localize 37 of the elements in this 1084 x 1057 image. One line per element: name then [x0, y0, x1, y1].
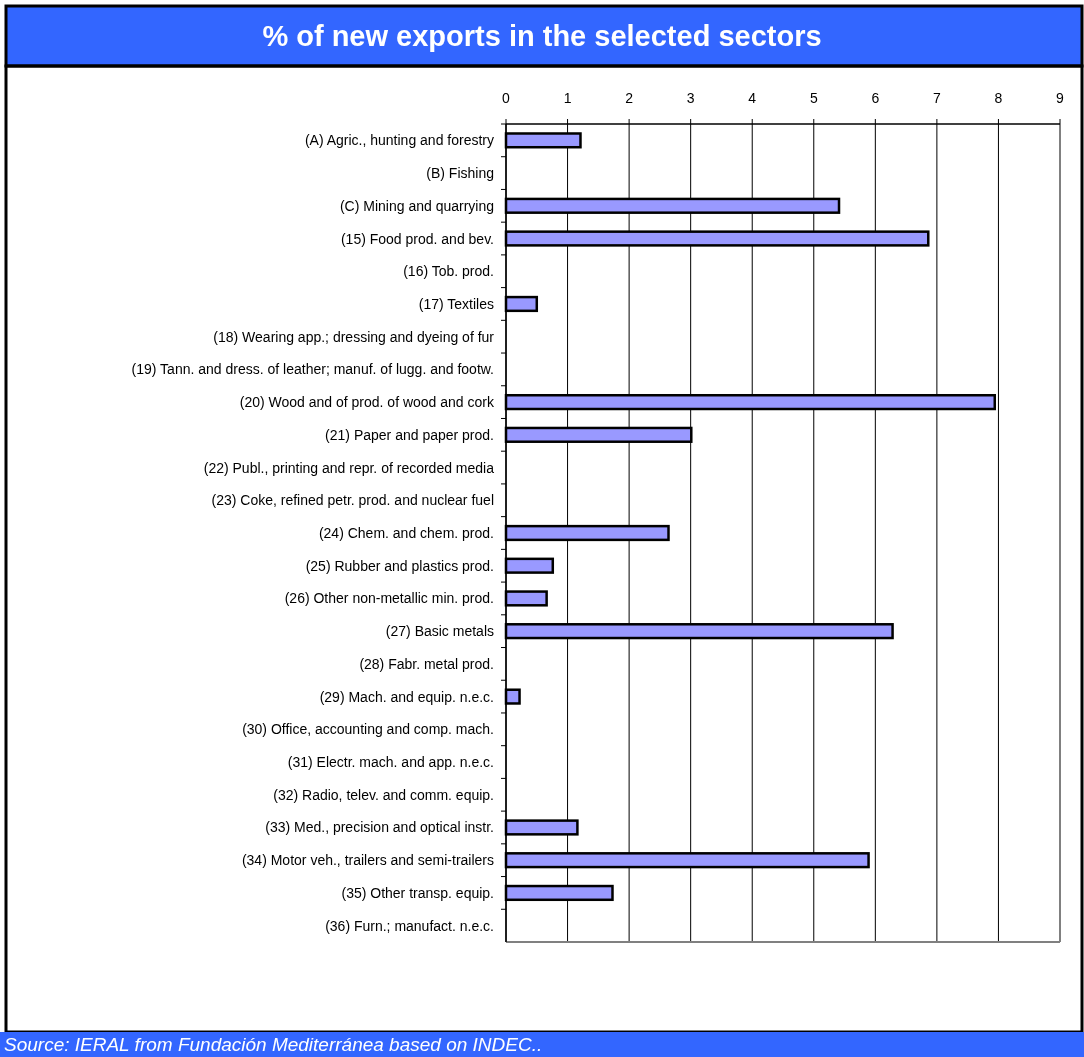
y-tick-label: (29) Mach. and equip. n.e.c.: [319, 688, 494, 705]
y-tick-label: (25) Rubber and plastics prod.: [305, 557, 494, 574]
y-tick-label: (32) Radio, telev. and comm. equip.: [273, 786, 494, 803]
y-tick-label: (26) Other non-metallic min. prod.: [284, 590, 494, 607]
y-tick-label: (23) Coke, refined petr. prod. and nuclear fuel: [211, 492, 494, 509]
y-tick-label: (24) Chem. and chem. prod.: [318, 525, 494, 541]
x-tick-label: 9: [1056, 90, 1065, 106]
chart-title: % of new exports in the selected sectors: [262, 20, 822, 52]
y-tick-label: (20) Wood and of prod. of wood and cork: [239, 394, 495, 411]
y-tick-label: (30) Office, accounting and comp. mach.: [242, 721, 494, 738]
y-tick-label: (17) Textiles: [418, 295, 494, 312]
y-tick-label: (33) Med., precision and optical instr.: [265, 819, 494, 836]
y-tick-label: (31) Electr. mach. and app. n.e.c.: [287, 754, 494, 771]
x-tick-label: 4: [748, 90, 757, 106]
y-tick-label: (27) Basic metals: [385, 623, 494, 640]
x-tick-label: 6: [871, 90, 880, 106]
x-tick-label: 0: [502, 90, 511, 106]
y-tick-label: (35) Other transp. equip.: [341, 884, 494, 901]
y-tick-label: (15) Food prod. and bev.: [340, 230, 494, 247]
x-tick-label: 8: [994, 90, 1003, 106]
y-tick-label: (34) Motor veh., trailers and semi-trailers: [241, 852, 494, 869]
y-tick-label: (19) Tann. and dress. of leather; manuf. of lugg. and footw.: [131, 361, 494, 378]
y-tick-label: (16) Tob. prod.: [403, 263, 494, 280]
x-tick-label: 7: [932, 90, 941, 106]
y-tick-label: (18) Wearing app.; dressing and dyeing of fur: [213, 328, 495, 345]
y-tick-label: (A) Agric., hunting and forestry: [304, 132, 494, 149]
y-tick-label: (C) Mining and quarrying: [339, 197, 494, 214]
x-tick-label: 5: [809, 90, 818, 106]
y-tick-label: (22) Publ., printing and repr. of recorded media: [203, 459, 495, 476]
y-tick-label: (21) Paper and paper prod.: [325, 426, 494, 443]
y-tick-label: (36) Furn.; manufact. n.e.c.: [325, 917, 494, 934]
y-tick-label: (28) Fabr. metal prod.: [359, 655, 494, 672]
x-tick-label: 2: [625, 90, 634, 106]
x-tick-label: 3: [686, 90, 695, 106]
x-tick-label: 1: [563, 90, 572, 106]
source-note: Source: IERAL from Fundación Mediterránea based on INDEC..: [4, 1034, 543, 1055]
y-tick-label: (B) Fishing: [426, 165, 494, 182]
